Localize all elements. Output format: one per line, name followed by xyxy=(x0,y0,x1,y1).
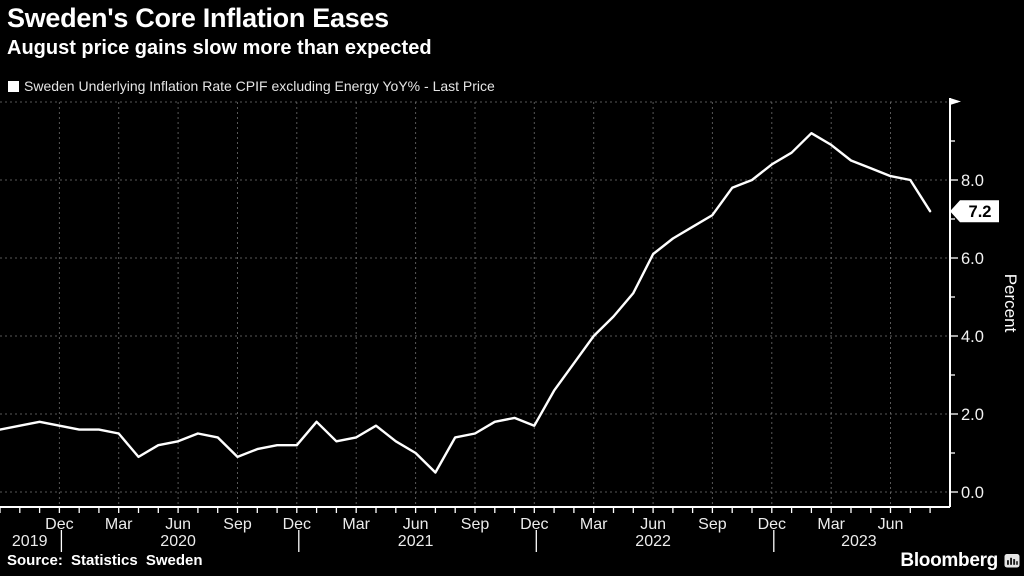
x-tick-label: Dec xyxy=(283,516,311,533)
series-line xyxy=(0,131,932,474)
x-tick-label: Jun xyxy=(165,516,191,533)
x-tick-label: Sep xyxy=(698,516,727,533)
last-price-flag xyxy=(950,200,999,223)
x-tick-label: Jun xyxy=(403,516,429,533)
x-tick-label: Mar xyxy=(580,516,608,533)
last-price-label: 7.2 xyxy=(969,203,992,221)
x-tick-label: Jun xyxy=(640,516,666,533)
year-label: 2019 xyxy=(12,533,48,550)
x-tick-label: Sep xyxy=(461,516,490,533)
x-tick-label: Sep xyxy=(223,516,252,533)
bloomberg-logo: Bloomberg xyxy=(900,550,1020,572)
legend-series-label: Sweden Underlying Inflation Rate CPIF ex… xyxy=(24,78,495,94)
legend: Sweden Underlying Inflation Rate CPIF ex… xyxy=(8,78,495,94)
x-tick-label: Dec xyxy=(520,516,548,533)
x-tick-label: Dec xyxy=(758,516,786,533)
chart-title: Sweden's Core Inflation Eases xyxy=(7,3,389,33)
x-tick-label: Mar xyxy=(105,516,133,533)
year-label: 2020 xyxy=(160,533,196,550)
x-tick-label: Mar xyxy=(342,516,370,533)
y-tick-label: 4.0 xyxy=(961,328,984,346)
x-tick-label: Dec xyxy=(45,516,73,533)
y-tick-label: 0.0 xyxy=(961,484,984,502)
y-tick-label: 2.0 xyxy=(961,406,984,424)
x-tick-label: Jun xyxy=(878,516,904,533)
chart-subtitle: August price gains slow more than expect… xyxy=(7,37,432,59)
year-label: 2021 xyxy=(398,533,434,550)
legend-series-marker-icon xyxy=(8,80,19,92)
bloomberg-terminal-icon xyxy=(1004,554,1020,568)
year-label: 2022 xyxy=(635,533,671,550)
y-axis-title: Percent xyxy=(1001,274,1020,333)
y-tick-label: 8.0 xyxy=(961,172,984,190)
source-attribution: Source: Statistics Sweden xyxy=(7,552,203,569)
y-tick-label: 6.0 xyxy=(961,250,984,268)
bloomberg-wordmark: Bloomberg xyxy=(900,550,998,571)
x-tick-label: Mar xyxy=(817,516,845,533)
year-label: 2023 xyxy=(841,533,877,550)
